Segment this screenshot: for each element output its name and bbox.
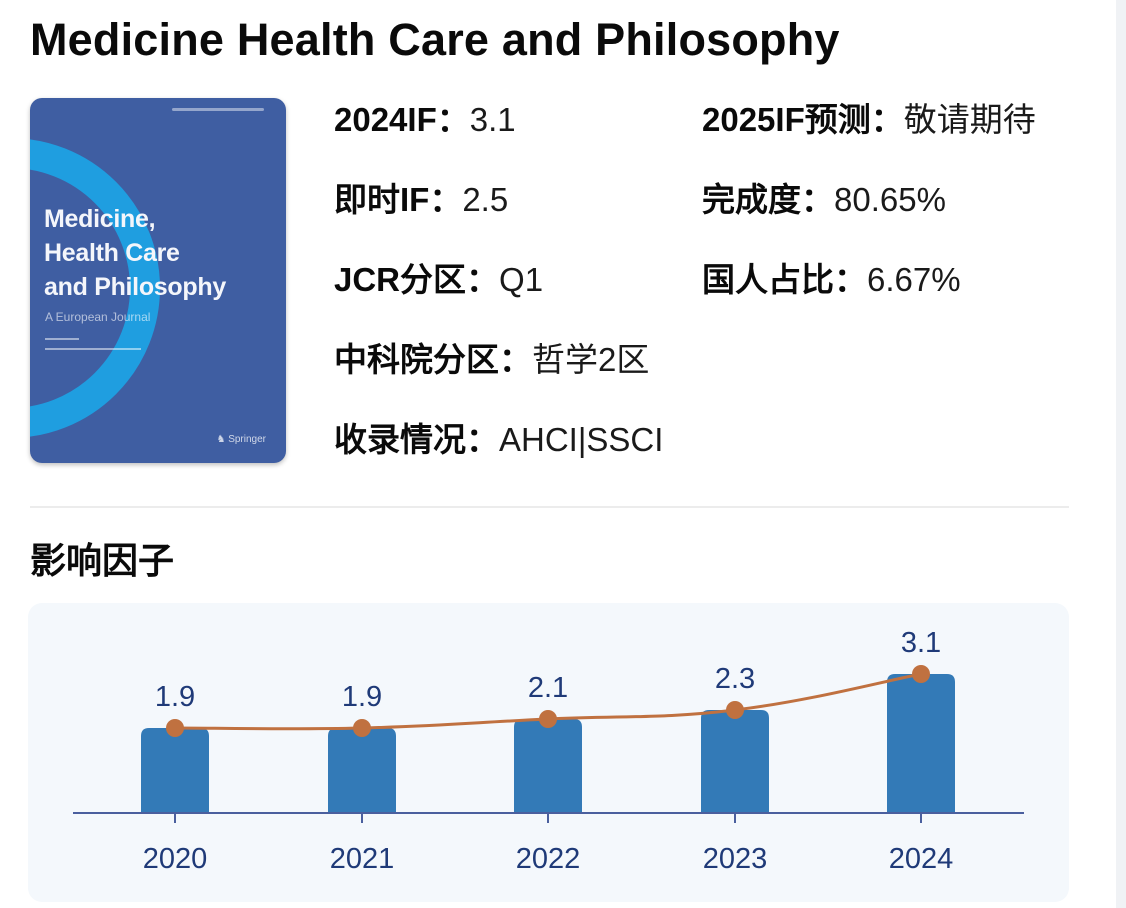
data-label-2022: 2.1 xyxy=(528,672,568,704)
info-2024-if: 2024IF：3.1 xyxy=(334,101,516,138)
cover-title: Medicine, Health Care and Philosophy xyxy=(44,205,226,301)
cover-editor-line xyxy=(45,348,141,350)
data-point-2023[interactable] xyxy=(726,701,744,719)
x-axis-label-2023: 2023 xyxy=(703,843,768,875)
data-label-2021: 1.9 xyxy=(342,681,382,713)
data-label-2024: 3.1 xyxy=(901,627,941,659)
info-jcr-quartile: JCR分区：Q1 xyxy=(334,261,544,298)
info-2025-if-forecast: 2025IF预测：敬请期待 xyxy=(702,101,1036,138)
info-cas-quartile: 中科院分区：哲学2区 xyxy=(334,341,650,378)
info-chinese-author-ratio: 国人占比：6.67% xyxy=(702,261,961,298)
cover-issn-line xyxy=(172,108,264,111)
info-indexed-in: 收录情况：AHCI|SSCI xyxy=(334,421,664,458)
data-point-2022[interactable] xyxy=(539,710,557,728)
scrollbar-track[interactable] xyxy=(1116,0,1126,908)
bar-2020[interactable] xyxy=(141,728,209,813)
info-realtime-if: 即时IF：2.5 xyxy=(334,181,509,218)
springer-horse-icon: ♞ xyxy=(216,434,229,445)
x-axis-label-2020: 2020 xyxy=(143,843,208,875)
data-point-2021[interactable] xyxy=(353,719,371,737)
bar-2023[interactable] xyxy=(701,710,769,813)
cover-publisher-logo: ♞ Springer xyxy=(216,434,266,445)
data-label-2020: 1.9 xyxy=(155,681,195,713)
data-label-2023: 2.3 xyxy=(715,663,755,695)
data-point-2024[interactable] xyxy=(912,665,930,683)
section-divider xyxy=(30,506,1069,508)
info-completion: 完成度：80.65% xyxy=(702,181,946,218)
bar-2021[interactable] xyxy=(328,728,396,813)
bar-2022[interactable] xyxy=(514,719,582,813)
impact-factor-chart-svg: 2020 2021 2022 2023 2024 1.9 1.9 2.1 2.3 3.1 xyxy=(73,627,1024,875)
journal-title: Medicine Health Care and Philosophy xyxy=(30,14,840,65)
x-axis-label-2024: 2024 xyxy=(889,843,954,875)
cover-subtitle: A European Journal xyxy=(45,310,151,324)
data-point-2020[interactable] xyxy=(166,719,184,737)
bar-2024[interactable] xyxy=(887,674,955,813)
cover-editor-line xyxy=(45,338,79,340)
impact-factor-section-title: 影响因子 xyxy=(30,540,175,581)
x-axis-label-2022: 2022 xyxy=(516,843,581,875)
impact-factor-chart: 2020 2021 2022 2023 2024 1.9 1.9 2.1 2.3 3.1 xyxy=(28,603,1069,902)
journal-cover-image: Medicine, Health Care and Philosophy A E… xyxy=(30,98,286,463)
x-axis-label-2021: 2021 xyxy=(330,843,395,875)
